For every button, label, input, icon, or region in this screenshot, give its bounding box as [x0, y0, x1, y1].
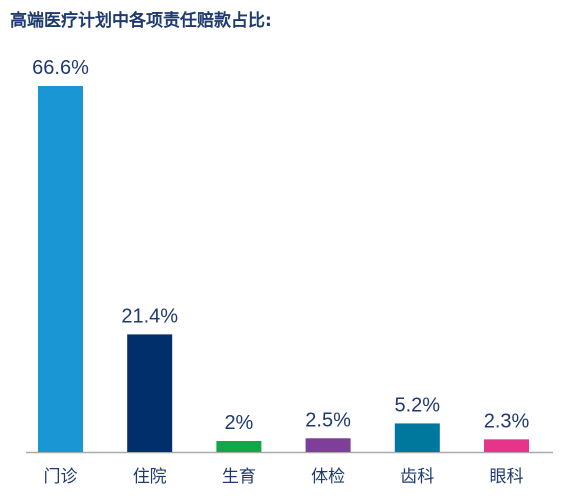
value-label-2: 2%	[224, 412, 253, 434]
category-label-0: 门诊	[44, 467, 78, 487]
category-label-1: 住院	[133, 467, 167, 487]
category-label-4: 齿科	[400, 467, 434, 487]
category-label-5: 眼科	[490, 467, 524, 487]
category-label-2: 生育	[222, 467, 256, 487]
chart-title: 高端医疗计划中各项责任赔款占比:	[10, 11, 272, 31]
value-label-3: 2.5%	[305, 409, 351, 431]
bar-5	[484, 439, 529, 452]
bar-0	[38, 86, 83, 452]
bar-3	[305, 438, 351, 452]
value-label-4: 5.2%	[395, 394, 441, 416]
category-label-3: 体检	[311, 467, 345, 487]
bar-2	[216, 441, 262, 452]
value-label-0: 66.6%	[32, 57, 89, 79]
bar-1	[127, 334, 173, 452]
bar-4	[394, 423, 440, 452]
value-label-1: 21.4%	[121, 305, 178, 327]
value-label-5: 2.3%	[484, 410, 530, 432]
